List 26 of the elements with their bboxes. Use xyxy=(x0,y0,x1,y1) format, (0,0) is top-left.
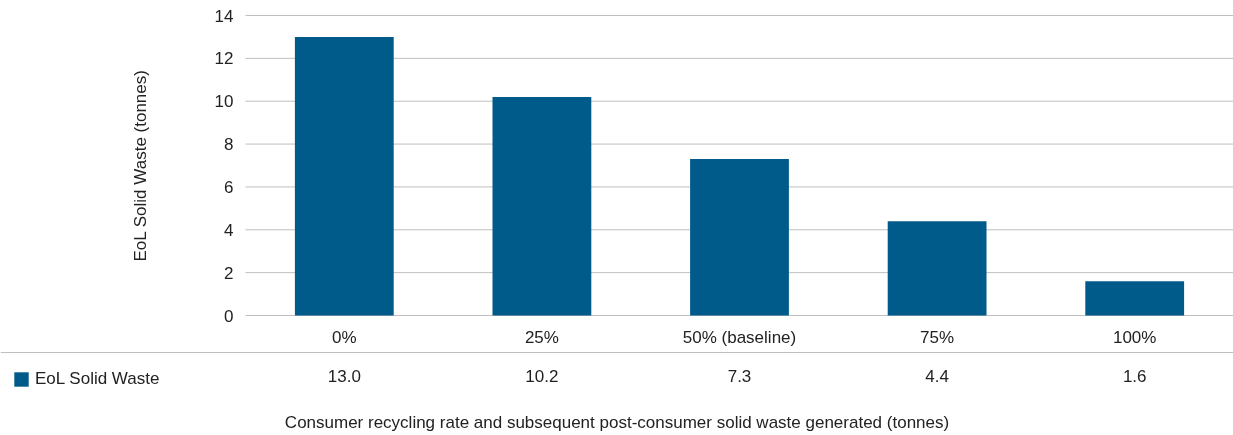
legend-label: EoL Solid Waste xyxy=(35,369,160,389)
y-tick-label: 10 xyxy=(214,92,234,112)
x-tick-label: 100% xyxy=(1112,328,1157,347)
y-tick-label: 6 xyxy=(224,177,234,197)
bar xyxy=(294,36,394,316)
bar xyxy=(1085,281,1185,316)
x-tick-label: 75% xyxy=(920,328,955,347)
data-label: 1.6 xyxy=(1122,366,1147,386)
data-label: 7.3 xyxy=(727,366,752,386)
x-tick-label: 50% (baseline) xyxy=(682,328,797,347)
y-tick-label: 12 xyxy=(214,49,234,69)
y-tick-label: 8 xyxy=(224,135,234,155)
y-tick-label: 14 xyxy=(214,6,234,26)
bar xyxy=(492,96,592,316)
data-label: 13.0 xyxy=(327,366,361,386)
y-tick-label: 4 xyxy=(224,220,234,240)
data-label: 4.4 xyxy=(925,366,949,386)
x-tick-label: 25% xyxy=(524,328,559,347)
x-tick-label: 0% xyxy=(332,328,357,347)
y-tick-label: 2 xyxy=(224,263,234,283)
bar xyxy=(887,221,987,316)
x-axis-title: Consumer recycling rate and subsequent post-consumer solid waste generated (tonnes) xyxy=(284,413,950,432)
y-tick-label: 0 xyxy=(224,306,234,326)
bar xyxy=(690,159,789,316)
data-label: 10.2 xyxy=(525,366,559,386)
y-axis-title: EoL Solid Waste (tonnes) xyxy=(131,70,150,262)
